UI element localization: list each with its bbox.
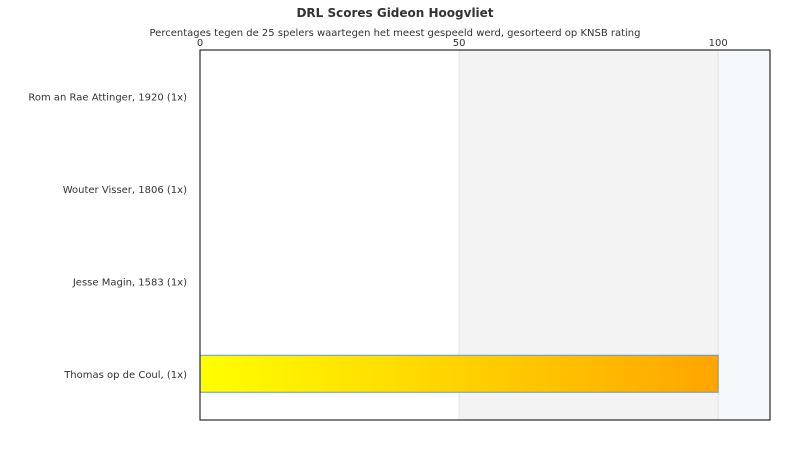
bar	[199, 354, 719, 393]
category-label: Wouter Visser, 1806 (1x)	[63, 185, 187, 196]
x-tick-label: 0	[197, 38, 203, 49]
plot-band	[718, 50, 770, 420]
category-label: Rom an Rae Attinger, 1920 (1x)	[28, 92, 187, 103]
plot-border	[199, 49, 771, 421]
chart-subtitle: Percentages tegen de 25 spelers waartege…	[150, 28, 641, 39]
category-label: Thomas op de Coul, (1x)	[63, 370, 187, 381]
chart-title: DRL Scores Gideon Hoogvliet	[296, 6, 493, 20]
x-tick-label: 50	[453, 38, 466, 49]
category-label: Jesse Magin, 1583 (1x)	[72, 277, 187, 288]
x-tick-label: 100	[709, 38, 728, 49]
